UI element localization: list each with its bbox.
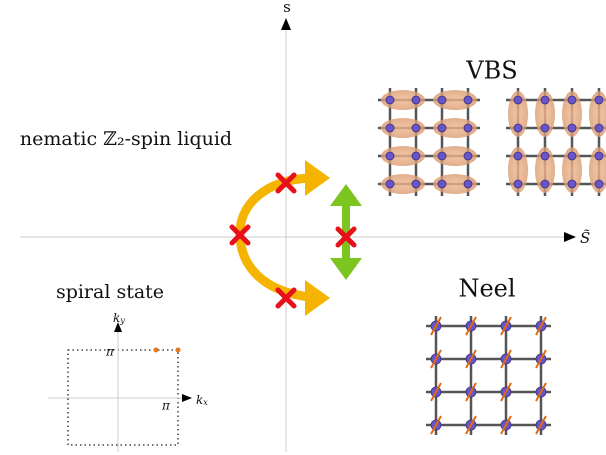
site [438, 124, 446, 132]
site [514, 152, 522, 160]
site [568, 180, 576, 188]
axis-label: S̃ [580, 229, 590, 247]
pi-label: π [105, 345, 115, 359]
site [568, 152, 576, 160]
vbs-lattice [378, 88, 606, 196]
axis-label: s [283, 0, 291, 16]
site [464, 152, 472, 160]
site [541, 96, 549, 104]
arc-arrow [305, 160, 330, 196]
site [595, 124, 603, 132]
label-sub: x [203, 398, 208, 407]
site [386, 124, 394, 132]
site [464, 180, 472, 188]
site [514, 124, 522, 132]
site [568, 96, 576, 104]
site [412, 96, 420, 104]
site [386, 180, 394, 188]
site [541, 180, 549, 188]
site [412, 124, 420, 132]
site [541, 152, 549, 160]
arc-arrow [305, 280, 330, 316]
spiral-peak [176, 348, 181, 353]
phase-label: VBS [465, 57, 517, 85]
pi-label: π [161, 399, 171, 413]
site [386, 96, 394, 104]
site [595, 96, 603, 104]
site [514, 96, 522, 104]
label-base: k [113, 311, 120, 325]
site [438, 152, 446, 160]
axis-arrow [281, 18, 291, 30]
axis-arrow [564, 232, 576, 242]
site [514, 180, 522, 188]
axis-arrow [182, 394, 192, 402]
site [568, 124, 576, 132]
site [595, 152, 603, 160]
spiral-peak [154, 348, 159, 353]
label-sub: y [119, 316, 125, 325]
green-arrow-head [330, 184, 362, 206]
phase-label: Neel [458, 275, 515, 303]
phase-label: spiral state [56, 281, 164, 303]
phase-label: nematic ℤ₂-spin liquid [20, 128, 232, 150]
site [595, 180, 603, 188]
transition-points [232, 175, 354, 306]
neel-lattice [426, 316, 551, 435]
site [438, 180, 446, 188]
inset-label: ky [113, 311, 125, 326]
site [464, 124, 472, 132]
site [386, 152, 394, 160]
site [541, 124, 549, 132]
page: {"axes": {"vertical_label": "s", "horizo… [0, 0, 606, 455]
site [464, 96, 472, 104]
green-arrow-head [330, 258, 362, 280]
site [438, 96, 446, 104]
site [412, 180, 420, 188]
inset-label: kx [196, 393, 208, 408]
label-base: k [196, 393, 203, 407]
site [412, 152, 420, 160]
diagram: s S̃ nematic ℤ₂-spin liquid VBS spiral s… [0, 0, 606, 455]
